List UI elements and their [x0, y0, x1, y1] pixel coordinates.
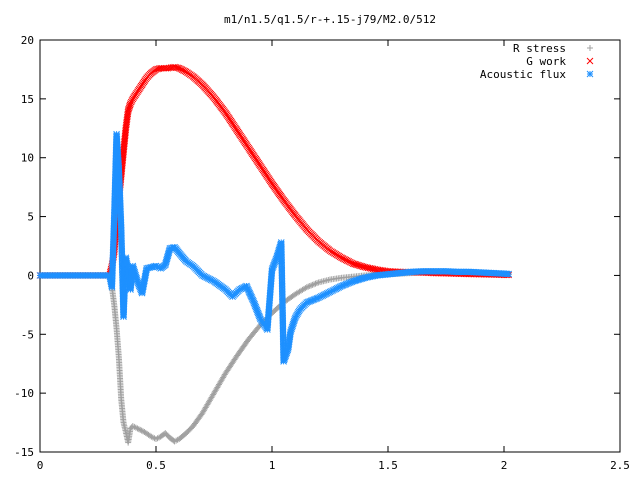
series-1	[36, 63, 512, 279]
series-0-point	[308, 282, 315, 289]
series-0-point	[134, 425, 141, 432]
y-tick-label-1: -10	[14, 387, 34, 400]
series-layer	[36, 63, 512, 446]
series-2-point	[307, 297, 315, 305]
y-tick-label-0: -15	[14, 446, 34, 459]
legend-marker-1	[586, 57, 594, 65]
x-tick-label-4: 2	[501, 459, 508, 472]
series-2-point	[505, 270, 512, 278]
chart-title: m1/n1.5/q1.5/r-+.15-j79/M2.0/512	[224, 13, 436, 26]
x-tick-label-2: 1	[269, 459, 276, 472]
series-0-point	[305, 283, 312, 290]
series-0-point	[306, 283, 313, 290]
legend-marker-2	[586, 70, 594, 78]
series-0-point	[138, 427, 145, 434]
series-0-point	[302, 285, 309, 292]
y-tick-label-6: 15	[21, 93, 34, 106]
y-tick-label-2: -5	[21, 328, 34, 341]
plot-frame	[39, 39, 621, 453]
series-0	[37, 268, 512, 446]
series-0-point	[135, 426, 142, 433]
y-tick-label-3: 0	[27, 269, 34, 282]
legend-label-0: R stress	[513, 42, 566, 55]
legend-label-1: G work	[526, 55, 566, 68]
y-tick-label-7: 20	[21, 34, 34, 47]
legend-label-2: Acoustic flux	[480, 68, 566, 81]
series-2	[36, 130, 512, 365]
x-tick-label-1: 0.5	[146, 459, 166, 472]
x-tick-label-5: 2.5	[610, 459, 630, 472]
series-0-point	[312, 280, 319, 287]
legend-marker-0	[587, 45, 593, 51]
series-0-point	[303, 284, 310, 291]
axis-ticks: 0 0.5 1 1.5 2 2.5 -15 -10 -5 0 5 10 15 20	[14, 34, 630, 472]
series-0-point	[309, 281, 316, 288]
series-0-point	[311, 281, 318, 288]
y-tick-label-4: 5	[27, 211, 34, 224]
series-0-point	[137, 426, 144, 433]
series-0-point	[313, 280, 320, 287]
x-tick-label-3: 1.5	[378, 459, 398, 472]
x-tick-label-0: 0	[37, 459, 44, 472]
y-tick-label-5: 10	[21, 152, 34, 165]
